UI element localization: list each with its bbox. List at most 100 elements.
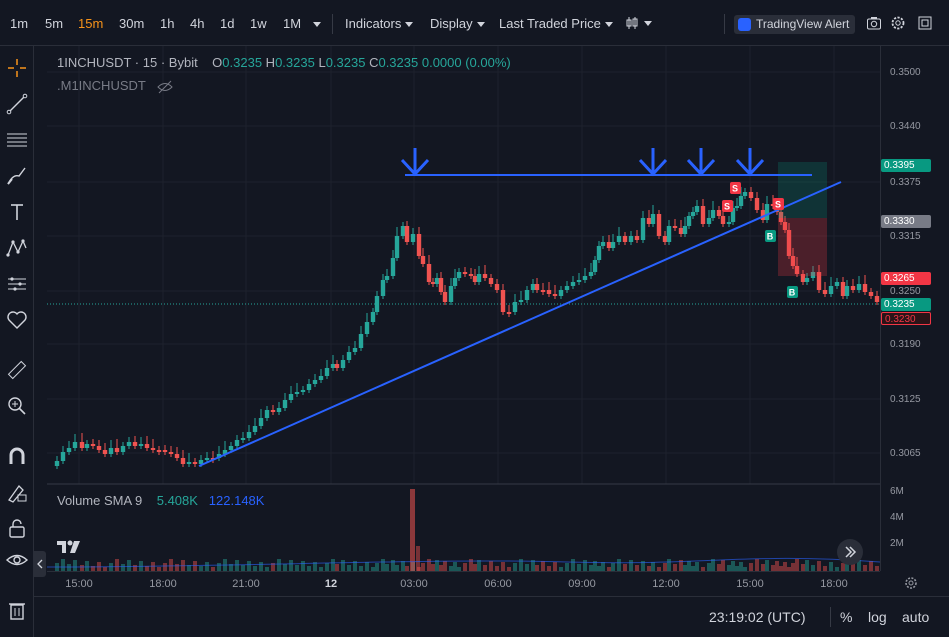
volume-value-1: 5.408K [156, 493, 198, 508]
candle-body [79, 442, 85, 448]
volume-bar [829, 562, 833, 571]
volume-legend-label[interactable]: Volume SMA 9 [57, 493, 143, 508]
zoom-icon[interactable] [5, 394, 29, 418]
indicators-button[interactable]: Indicators [345, 16, 414, 31]
heart-icon[interactable] [5, 308, 29, 332]
timeframe-dropdown[interactable] [309, 16, 321, 31]
timeframe-1m[interactable]: 1m [10, 16, 29, 31]
volume-bar [805, 560, 809, 571]
candle-body [204, 458, 210, 460]
timeframe-15m[interactable]: 15m [78, 16, 104, 31]
log-toggle[interactable]: log [868, 609, 887, 625]
chart-canvas[interactable]: SS SBB [46, 46, 881, 571]
candle-body [794, 266, 800, 274]
percent-toggle[interactable]: % [840, 609, 853, 625]
brush-icon[interactable] [5, 164, 29, 188]
candle-body [488, 278, 494, 284]
lock-drawing-icon[interactable] [5, 480, 29, 504]
trash-icon[interactable] [5, 598, 29, 622]
candle-body [706, 218, 712, 224]
camera-icon[interactable] [866, 15, 882, 31]
timeframe-1M[interactable]: 1M [283, 16, 302, 31]
price-legend: 1INCHUSDT · 15 · Bybit O0.3235 H0.3235 L… [57, 55, 511, 70]
volume-bar [381, 559, 385, 571]
volume-bar [359, 566, 363, 571]
volume-bar [301, 561, 305, 571]
lock-icon[interactable] [5, 516, 29, 540]
price-type-button[interactable]: Last Traded Price [499, 16, 613, 31]
crosshair-icon[interactable] [5, 56, 29, 80]
volume-bar [495, 566, 499, 571]
volume-bar [61, 559, 65, 571]
timeframe-1w[interactable]: 1w [250, 16, 267, 31]
secondary-symbol[interactable]: .M1INCHUSDT [57, 78, 146, 93]
volume-bar [593, 561, 597, 571]
price-type-label: Last Traded Price [499, 16, 601, 31]
candle-body [588, 272, 594, 276]
eye-icon[interactable] [5, 548, 29, 572]
candle-body [300, 390, 306, 392]
prediction-icon[interactable] [5, 272, 29, 296]
candle-body [760, 210, 766, 220]
time-label: 21:00 [232, 578, 260, 590]
price-axis[interactable]: 0.3500 0.3440 0.3375 0.3315 0.3250 0.319… [880, 46, 949, 571]
legend-symbol[interactable]: 1INCHUSDT [57, 55, 132, 70]
text-icon[interactable] [5, 200, 29, 224]
volume-value-2: 122.148K [208, 493, 265, 508]
candle-body [700, 206, 706, 224]
volume-bar [410, 489, 415, 571]
candle-body [228, 446, 234, 450]
magnet-icon[interactable] [5, 444, 29, 468]
time-label: 18:00 [149, 578, 177, 590]
clock[interactable]: 23:19:02 (UTC) [709, 609, 806, 625]
scroll-to-realtime-button[interactable] [837, 539, 863, 565]
candle-body [384, 276, 390, 280]
volume-bar [761, 564, 765, 571]
last-price-tag: 0.3235 [881, 298, 931, 311]
volume-bar [679, 560, 683, 571]
hidden-eye-icon[interactable] [157, 80, 173, 94]
volume-bar [783, 562, 787, 571]
gear-icon[interactable] [890, 15, 906, 31]
timeframe-30m[interactable]: 30m [119, 16, 145, 31]
display-button[interactable]: Display [430, 16, 485, 31]
candle-body [150, 448, 156, 450]
secondary-legend: .M1INCHUSDT [57, 78, 173, 94]
price-tick: 0.3440 [890, 121, 921, 132]
fullscreen-icon[interactable] [917, 15, 933, 31]
collapse-sidebar-button[interactable] [34, 551, 46, 577]
candle-body [764, 204, 770, 220]
timeframe-4h[interactable]: 4h [190, 16, 205, 31]
candle-body [294, 392, 300, 394]
candle-body [570, 282, 576, 286]
candle-body [358, 334, 364, 348]
timeframe-1h[interactable]: 1h [160, 16, 175, 31]
timeframe-1d[interactable]: 1d [220, 16, 235, 31]
chevron-down-icon[interactable] [644, 21, 652, 26]
down-arrow-icon [735, 158, 765, 177]
trendline-icon[interactable] [5, 92, 29, 116]
ruler-icon[interactable] [5, 358, 29, 382]
volume-bar [735, 566, 739, 571]
time-axis[interactable]: 15:00 18:00 21:00 12 03:00 06:00 09:00 1… [47, 571, 880, 595]
settings-icon[interactable] [903, 575, 919, 591]
volume-bar [457, 567, 461, 571]
candle-body [678, 228, 684, 234]
auto-toggle[interactable]: auto [902, 609, 930, 625]
price-tick: 0.3190 [890, 339, 921, 350]
tp-price-tag: 0.3395 [881, 159, 931, 172]
tradingview-alert-button[interactable]: TradingView Alert [734, 15, 856, 34]
sell-marker-text: S [724, 202, 730, 212]
pattern-icon[interactable] [5, 236, 29, 260]
candle-body [216, 454, 222, 458]
candle-body [416, 234, 422, 256]
candle-type-icon[interactable] [624, 15, 640, 31]
volume-bar [597, 566, 601, 571]
timeframe-5m[interactable]: 5m [45, 16, 64, 31]
volume-bar [325, 563, 329, 571]
down-arrow-icon [400, 158, 430, 177]
chevron-down-icon [405, 22, 414, 28]
candle-body [476, 274, 482, 282]
fib-icon[interactable] [5, 128, 29, 152]
